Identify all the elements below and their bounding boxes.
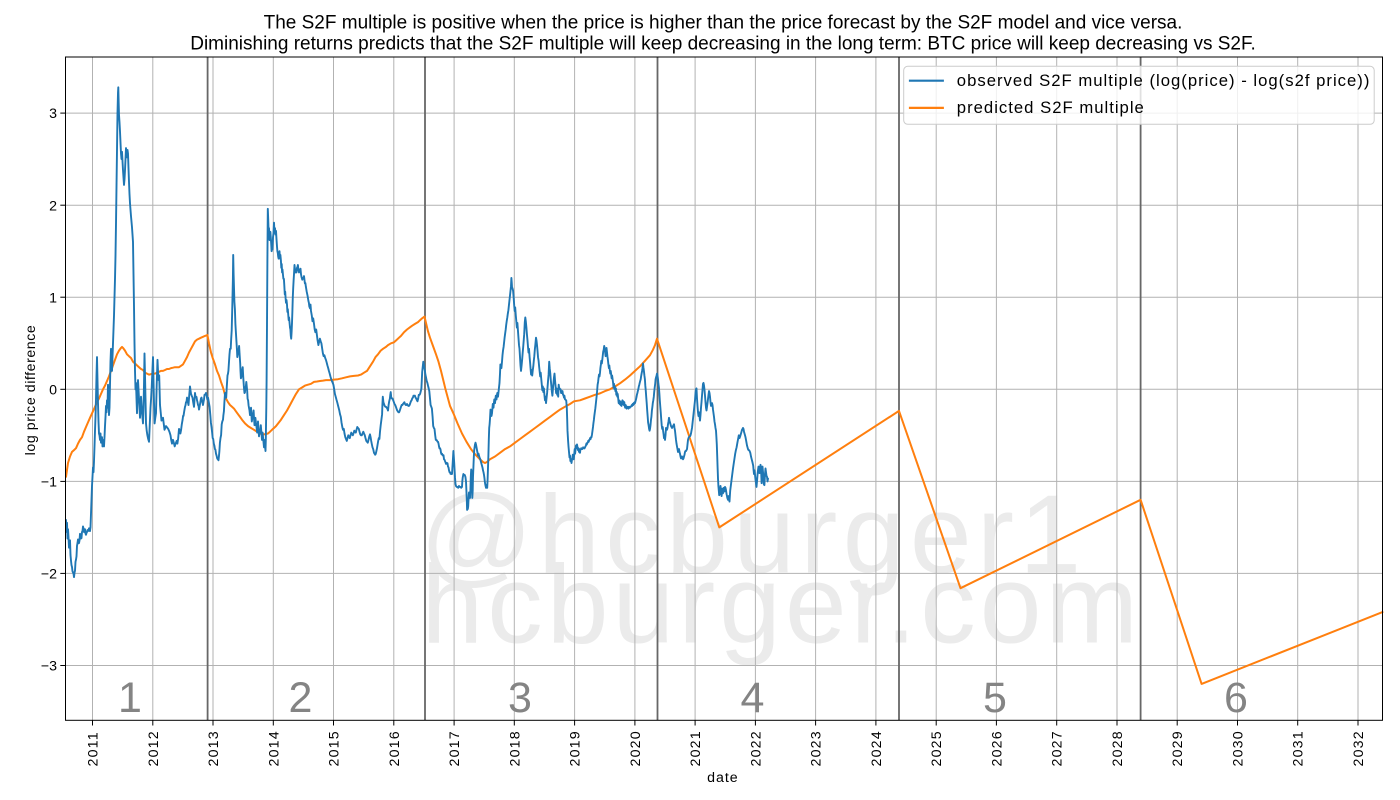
svg-text:2013: 2013 (206, 730, 222, 766)
svg-text:2020: 2020 (628, 730, 644, 766)
svg-text:Diminishing returns predicts t: Diminishing returns predicts that the S2… (190, 34, 1256, 55)
svg-text:6: 6 (1224, 674, 1248, 722)
svg-text:3: 3 (508, 674, 532, 722)
svg-text:log price difference: log price difference (23, 325, 39, 456)
svg-text:4: 4 (740, 674, 764, 722)
svg-text:2016: 2016 (387, 730, 403, 766)
svg-text:2031: 2031 (1291, 730, 1307, 766)
svg-text:2024: 2024 (869, 730, 885, 766)
svg-text:2027: 2027 (1050, 730, 1066, 766)
svg-text:2021: 2021 (688, 730, 704, 766)
svg-text:hcburger.com: hcburger.com (422, 543, 1143, 667)
svg-text:2032: 2032 (1351, 730, 1367, 766)
svg-text:2025: 2025 (929, 730, 945, 766)
svg-text:The S2F multiple is positive w: The S2F multiple is positive when the pr… (264, 12, 1183, 33)
svg-text:2012: 2012 (146, 730, 162, 766)
svg-text:date: date (707, 770, 739, 786)
svg-text:2015: 2015 (327, 730, 343, 766)
svg-text:2017: 2017 (447, 730, 463, 766)
svg-text:@hcburger1: @hcburger1 (420, 473, 1087, 597)
svg-text:2026: 2026 (989, 730, 1005, 766)
svg-text:2: 2 (49, 198, 57, 214)
svg-text:2030: 2030 (1231, 730, 1247, 766)
svg-text:1: 1 (118, 674, 142, 722)
svg-text:predicted S2F multiple: predicted S2F multiple (957, 98, 1145, 117)
svg-text:0: 0 (49, 382, 57, 398)
svg-text:2014: 2014 (266, 730, 282, 766)
svg-text:−1: −1 (41, 475, 57, 491)
svg-text:2019: 2019 (568, 730, 584, 766)
svg-text:−3: −3 (41, 659, 57, 675)
svg-text:2: 2 (289, 674, 313, 722)
svg-text:1: 1 (49, 290, 57, 306)
svg-text:2028: 2028 (1110, 730, 1126, 766)
svg-text:5: 5 (983, 674, 1007, 722)
svg-text:2029: 2029 (1170, 730, 1186, 766)
svg-text:observed S2F multiple (log(pri: observed S2F multiple (log(price) - log(… (957, 71, 1371, 90)
svg-text:2023: 2023 (809, 730, 825, 766)
svg-text:2011: 2011 (86, 731, 102, 766)
svg-text:−2: −2 (41, 567, 57, 583)
svg-text:3: 3 (49, 106, 57, 122)
svg-text:2022: 2022 (748, 730, 764, 766)
svg-text:2018: 2018 (507, 730, 523, 766)
